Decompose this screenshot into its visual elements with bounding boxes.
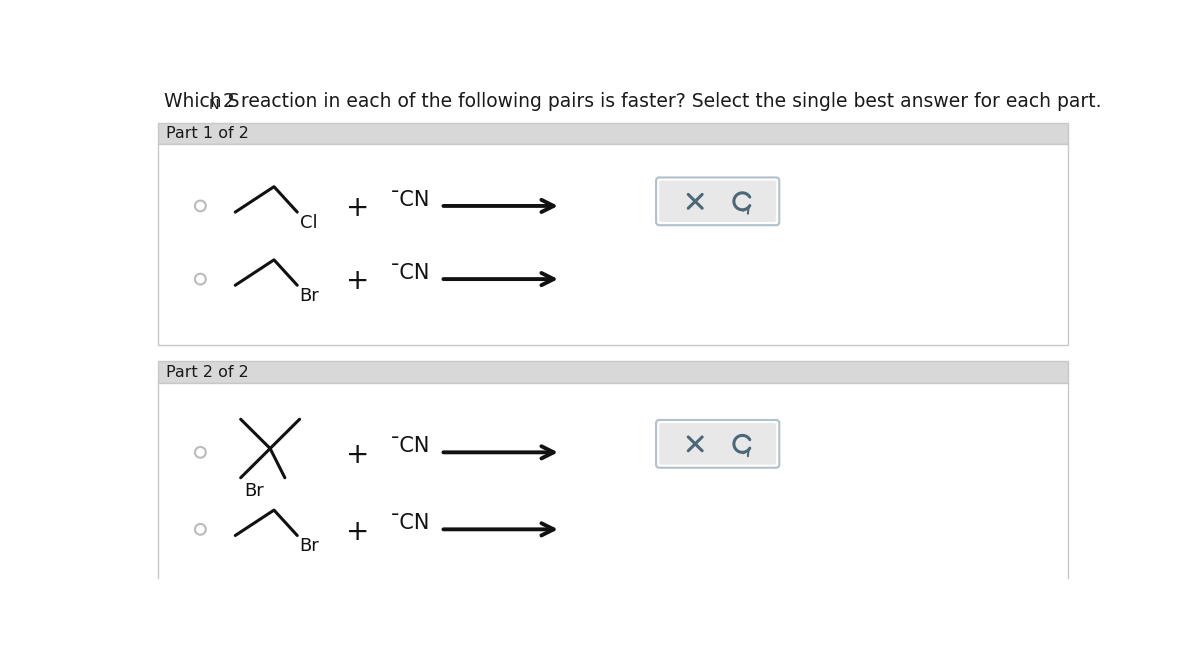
FancyBboxPatch shape [157, 145, 1068, 344]
Text: Br: Br [300, 287, 319, 305]
Text: +: + [346, 268, 370, 296]
FancyBboxPatch shape [157, 123, 1068, 145]
FancyBboxPatch shape [157, 383, 1068, 591]
FancyBboxPatch shape [659, 180, 776, 222]
Text: ¯CN: ¯CN [390, 263, 431, 283]
Text: ¯CN: ¯CN [390, 436, 431, 456]
Text: +: + [346, 518, 370, 546]
Text: Cl: Cl [300, 214, 317, 232]
Text: Br: Br [300, 537, 319, 555]
FancyBboxPatch shape [656, 420, 779, 467]
FancyBboxPatch shape [157, 361, 1068, 383]
Text: +: + [346, 441, 370, 469]
Text: Part 1 of 2: Part 1 of 2 [166, 126, 248, 141]
Text: +: + [346, 194, 370, 222]
FancyBboxPatch shape [656, 178, 779, 225]
Text: Part 2 of 2: Part 2 of 2 [166, 365, 248, 380]
Text: Br: Br [245, 482, 264, 499]
Text: ¯CN: ¯CN [390, 190, 431, 210]
Text: Which S: Which S [164, 92, 240, 111]
Text: 2 reaction in each of the following pairs is faster? Select the single best answ: 2 reaction in each of the following pair… [217, 92, 1102, 111]
Text: ¯CN: ¯CN [390, 513, 431, 533]
Text: N: N [209, 98, 220, 112]
FancyBboxPatch shape [659, 423, 776, 465]
